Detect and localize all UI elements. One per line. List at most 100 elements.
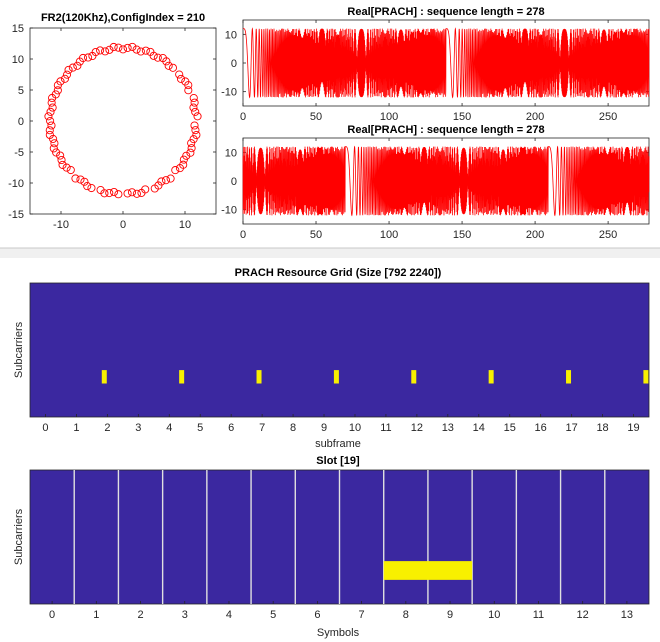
constellation-point bbox=[53, 81, 62, 90]
constellation-point bbox=[187, 139, 196, 148]
x-tick-label: 15 bbox=[504, 422, 516, 434]
x-tick-label: 10 bbox=[349, 422, 361, 434]
x-tick-label: 18 bbox=[596, 422, 608, 434]
constellation-point bbox=[62, 163, 71, 172]
prach-occasion bbox=[566, 370, 572, 384]
x-tick-label: 11 bbox=[533, 609, 544, 621]
y-tick-label: -10 bbox=[8, 178, 24, 190]
constellation-point bbox=[46, 107, 55, 116]
constellation-point bbox=[166, 174, 175, 183]
x-tick-label: -10 bbox=[53, 219, 69, 231]
x-tick-label: 6 bbox=[314, 609, 320, 621]
x-tick-label: 5 bbox=[197, 422, 203, 434]
constellation-point bbox=[49, 134, 58, 143]
x-tick-label: 100 bbox=[380, 229, 398, 241]
constellation-point bbox=[64, 65, 73, 74]
constellation-point bbox=[109, 42, 118, 52]
x-tick-label: 10 bbox=[179, 219, 191, 231]
x-tick-label: 10 bbox=[488, 609, 500, 621]
x-tick-label: 250 bbox=[599, 111, 617, 123]
constellation-ticks: -10 0 10 -15 -10 -5 0 5 10 15 bbox=[8, 23, 216, 231]
x-tick-label: 7 bbox=[259, 422, 265, 434]
x-tick-label: 0 bbox=[240, 111, 246, 123]
constellation-title: FR2(120Khz),ConfigIndex = 210 bbox=[41, 12, 205, 24]
constellation-point bbox=[66, 165, 75, 175]
x-tick-label: 4 bbox=[166, 422, 172, 434]
waveform-bottom-panel: Real[PRACH] : sequence length = 278 0 50 1… bbox=[221, 124, 650, 241]
constellation-point bbox=[83, 182, 92, 191]
waveform-top-title: Real[PRACH] : sequence length = 278 bbox=[347, 6, 544, 18]
y-tick-label: 10 bbox=[225, 29, 237, 41]
constellation-point bbox=[56, 151, 65, 160]
x-tick-label: 13 bbox=[621, 609, 633, 621]
constellation-point bbox=[187, 144, 196, 153]
constellation-point bbox=[49, 144, 58, 153]
prach-occasion bbox=[179, 370, 185, 384]
x-tick-label: 8 bbox=[403, 609, 409, 621]
constellation-point bbox=[87, 183, 96, 193]
x-tick-label: 12 bbox=[577, 609, 589, 621]
constellation-point bbox=[123, 189, 132, 198]
constellation-point bbox=[96, 46, 105, 55]
resource-grid-ylabel: Subcarriers bbox=[13, 321, 25, 378]
x-tick-label: 2 bbox=[137, 609, 143, 621]
constellation-point bbox=[71, 174, 80, 183]
x-tick-label: 17 bbox=[566, 422, 578, 434]
x-tick-label: 16 bbox=[535, 422, 547, 434]
figure-separator bbox=[0, 248, 660, 258]
constellation-point bbox=[58, 160, 67, 169]
x-tick-label: 3 bbox=[182, 609, 188, 621]
resource-grid-axes bbox=[29, 282, 650, 418]
constellation-point bbox=[84, 53, 93, 62]
constellation-point bbox=[75, 57, 84, 66]
y-tick-label: 0 bbox=[231, 176, 237, 188]
resource-grid-title: PRACH Resource Grid (Size [792 2240]) bbox=[235, 267, 442, 279]
resource-grid-ticks: 0 1 2 3 4 5 6 7 8 9 10 11 12 13 14 15 16 17 18 19 bbox=[42, 414, 640, 434]
constellation-point bbox=[62, 70, 72, 79]
constellation-point bbox=[105, 45, 114, 54]
x-tick-label: 150 bbox=[453, 229, 471, 241]
x-tick-label: 7 bbox=[359, 609, 365, 621]
waveform-top-panel: Real[PRACH] : sequence length = 278 0 50 1… bbox=[221, 6, 650, 123]
resource-grid-xlabel: subframe bbox=[315, 438, 361, 450]
slot-marks bbox=[73, 470, 606, 604]
constellation-point bbox=[186, 148, 195, 157]
y-tick-label: 0 bbox=[231, 58, 237, 70]
slot-panel: Slot [19] 0 1 2 3 4 5 6 7 8 9 10 11 12 13 Symbols Sub… bbox=[13, 455, 650, 639]
constellation-point bbox=[132, 189, 141, 198]
x-tick-label: 6 bbox=[228, 422, 234, 434]
x-tick-label: 8 bbox=[290, 422, 296, 434]
x-tick-label: 100 bbox=[380, 111, 398, 123]
resource-grid-panel: PRACH Resource Grid (Size [792 2240]) 0 1… bbox=[13, 267, 650, 450]
constellation-point bbox=[190, 121, 199, 130]
constellation-point bbox=[114, 43, 123, 52]
constellation-point bbox=[123, 43, 132, 52]
constellation-point bbox=[50, 139, 59, 148]
waveform-top-line bbox=[243, 27, 650, 99]
constellation-point bbox=[190, 98, 199, 107]
constellation-point bbox=[181, 77, 190, 86]
constellation-point bbox=[161, 176, 171, 185]
prach-occasion bbox=[411, 370, 417, 384]
x-tick-label: 0 bbox=[42, 422, 48, 434]
constellation-point bbox=[192, 130, 201, 140]
constellation-point bbox=[189, 135, 198, 144]
x-tick-label: 50 bbox=[310, 111, 322, 123]
slot-xlabel: Symbols bbox=[317, 627, 360, 639]
x-tick-label: 14 bbox=[473, 422, 485, 434]
y-tick-label: 10 bbox=[12, 54, 24, 66]
constellation-points bbox=[44, 42, 202, 199]
waveform-bottom-title: Real[PRACH] : sequence length = 278 bbox=[347, 124, 544, 136]
constellation-point bbox=[53, 86, 62, 95]
x-tick-label: 4 bbox=[226, 609, 232, 621]
constellation-point bbox=[88, 51, 97, 61]
constellation-point bbox=[176, 74, 186, 83]
constellation-point bbox=[127, 188, 137, 197]
constellation-point bbox=[179, 160, 188, 169]
constellation-axes bbox=[29, 27, 217, 215]
x-tick-label: 11 bbox=[380, 422, 391, 434]
x-tick-label: 0 bbox=[240, 229, 246, 241]
constellation-point bbox=[153, 53, 162, 62]
